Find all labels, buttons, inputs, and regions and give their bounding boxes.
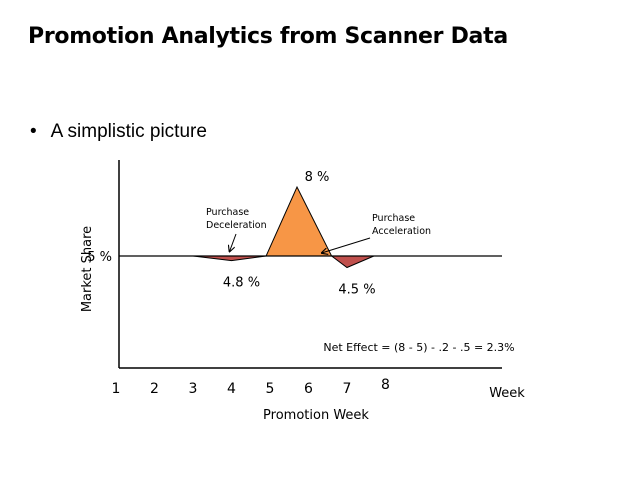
x-tick-label: 8 — [381, 377, 390, 393]
purchase-deceleration-label: Purchase Deceleration — [206, 207, 267, 231]
purchase-deceleration-arrow — [230, 233, 237, 252]
x-tick-label: 4 — [227, 381, 236, 397]
y-axis-label: Market Share — [80, 226, 95, 312]
x-tick-label: 3 — [189, 381, 198, 397]
x-tick-label: 6 — [304, 381, 313, 397]
dip-region-1 — [192, 255, 267, 262]
data-label: 4.8 % — [223, 276, 260, 291]
data-label: 8 % — [305, 170, 330, 185]
net-effect-label: Net Effect = (8 - 5) - .2 - .5 = 2.3% — [323, 341, 514, 354]
x-tick-label: 7 — [343, 381, 352, 397]
slide-title: Promotion Analytics from Scanner Data — [28, 24, 508, 49]
bullet-text: A simplistic picture — [50, 121, 207, 142]
bullet-item: • A simplistic picture — [30, 121, 207, 143]
x-axis-end-label: Week — [489, 386, 525, 401]
purchase-acceleration-annotation: Purchase Acceleration — [322, 213, 431, 253]
x-tick-label: 2 — [150, 381, 159, 397]
bullet-marker: • — [30, 121, 37, 142]
purchase-deceleration-annotation: Purchase Deceleration — [206, 207, 267, 252]
dip-region-3 — [330, 255, 375, 269]
peak-region-2 — [265, 185, 333, 257]
x-axis-label: Promotion Week — [263, 408, 369, 423]
purchase-acceleration-label: Purchase Acceleration — [372, 213, 431, 237]
baseline-label: 5 % — [87, 250, 112, 265]
x-tick-label: 1 — [112, 381, 121, 397]
x-tick-label: 5 — [266, 381, 275, 397]
purchase-acceleration-arrow — [322, 237, 371, 253]
data-label: 4.5 % — [338, 283, 375, 298]
